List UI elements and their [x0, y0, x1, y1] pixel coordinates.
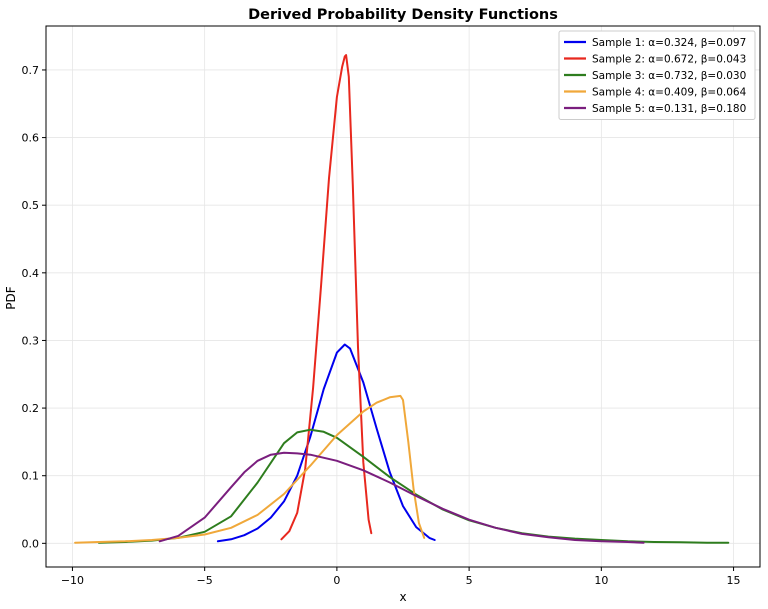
x-tick-label: 0: [333, 574, 340, 587]
y-tick-label: 0.6: [22, 132, 40, 145]
legend-box: [558, 30, 756, 120]
x-tick-label: −5: [197, 574, 213, 587]
series-line-1: [216, 343, 436, 543]
legend-label-5: Sample 5: α=0.131, β=0.180: [592, 103, 746, 115]
series-group: [74, 54, 730, 544]
y-tick-label: 0.0: [22, 537, 40, 550]
y-tick-label: 0.7: [22, 64, 40, 77]
y-tick-label: 0.5: [22, 199, 40, 212]
plot-frame: [45, 25, 761, 568]
legend-label-4: Sample 4: α=0.409, β=0.064: [592, 87, 747, 99]
x-tick-label: −10: [61, 574, 84, 587]
x-tick-label: 15: [727, 574, 741, 587]
legend-label-1: Sample 1: α=0.324, β=0.097: [592, 37, 746, 49]
y-tick-label: 0.2: [22, 402, 40, 415]
y-axis-label: PDF: [4, 286, 18, 309]
y-tick-label: 0.1: [22, 470, 40, 483]
legend-label-2: Sample 2: α=0.672, β=0.043: [592, 54, 746, 66]
x-tick-label: 10: [594, 574, 608, 587]
legend-label-3: Sample 3: α=0.732, β=0.030: [592, 70, 746, 82]
x-tick-label: 5: [466, 574, 473, 587]
series-line-5: [158, 451, 645, 544]
y-tick-label: 0.3: [22, 334, 40, 347]
legend: Sample 1: α=0.324, β=0.097 Sample 2: α=0.…: [558, 30, 756, 120]
series-line-4: [74, 394, 426, 544]
series-line-2: [280, 54, 373, 541]
x-axis-label: x: [399, 590, 406, 604]
chart-title: Derived Probability Density Functions: [248, 7, 558, 23]
y-tick-label: 0.4: [22, 267, 40, 280]
ticks: −10 −5 0 5 10 15 0.0 0.1 0.2 0.3 0.4 0.5 0.6 0.7: [22, 64, 741, 587]
